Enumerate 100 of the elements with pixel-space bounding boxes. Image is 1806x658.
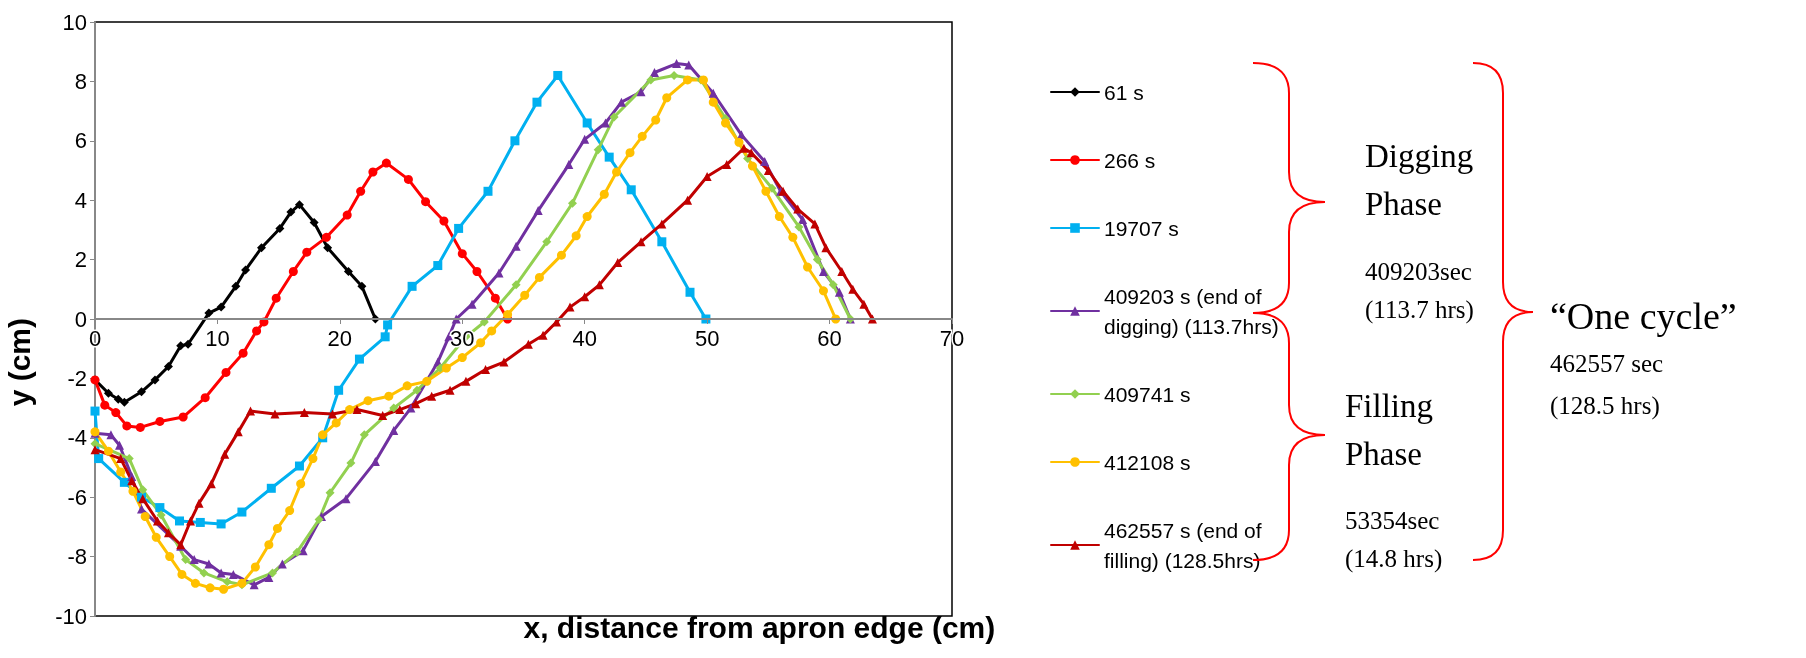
point xyxy=(90,445,100,455)
point xyxy=(439,216,449,226)
point xyxy=(119,397,129,407)
point xyxy=(818,266,828,276)
point xyxy=(794,222,804,232)
point xyxy=(266,483,276,493)
point xyxy=(288,266,298,276)
point xyxy=(342,210,352,220)
point xyxy=(708,88,718,98)
point xyxy=(457,249,467,259)
y-axis-title: y (cm) xyxy=(2,318,36,407)
point xyxy=(383,320,393,330)
point xyxy=(571,231,581,241)
point xyxy=(200,393,210,403)
point xyxy=(767,183,777,193)
point xyxy=(221,367,231,377)
point xyxy=(222,577,232,587)
point xyxy=(177,569,187,579)
point xyxy=(189,555,199,565)
point xyxy=(407,281,417,291)
point xyxy=(534,272,544,282)
point xyxy=(181,555,191,565)
point xyxy=(646,75,656,85)
point xyxy=(271,293,281,303)
point xyxy=(323,243,333,253)
point xyxy=(241,265,251,275)
point xyxy=(818,286,828,296)
point xyxy=(523,339,533,349)
point xyxy=(151,532,161,542)
point xyxy=(483,186,493,196)
point xyxy=(441,363,451,373)
y-tick-label: -8 xyxy=(67,544,87,570)
point xyxy=(90,406,100,416)
point xyxy=(285,506,295,516)
point xyxy=(763,166,773,175)
point xyxy=(533,206,543,216)
point xyxy=(472,266,482,276)
point xyxy=(828,280,838,290)
point xyxy=(481,364,491,374)
point xyxy=(520,290,530,300)
point xyxy=(567,198,577,208)
point xyxy=(292,547,302,557)
point xyxy=(264,540,274,550)
point xyxy=(302,247,312,257)
point xyxy=(334,385,344,395)
point xyxy=(593,145,603,155)
point xyxy=(406,403,416,413)
point xyxy=(636,237,646,247)
y-tick-label: 10 xyxy=(62,9,87,35)
point xyxy=(812,255,822,265)
point xyxy=(237,507,247,517)
point xyxy=(837,266,847,276)
point xyxy=(395,405,405,415)
point xyxy=(384,391,394,401)
point xyxy=(637,131,647,141)
point xyxy=(174,516,184,526)
point xyxy=(389,403,399,413)
point xyxy=(556,250,566,260)
point xyxy=(343,266,353,276)
point xyxy=(565,302,575,312)
point xyxy=(604,152,614,162)
y-tick-label: 6 xyxy=(74,128,87,154)
point xyxy=(378,411,388,421)
point xyxy=(94,454,104,464)
point xyxy=(433,261,443,271)
point xyxy=(580,134,590,144)
point xyxy=(103,446,113,456)
point xyxy=(487,326,497,336)
point xyxy=(848,284,858,294)
point xyxy=(739,143,749,153)
point xyxy=(798,215,808,225)
point xyxy=(257,243,266,253)
point xyxy=(427,391,437,401)
point xyxy=(309,217,319,227)
point xyxy=(662,93,672,103)
point xyxy=(113,394,123,404)
y-tick-label: 4 xyxy=(74,187,87,213)
point xyxy=(250,562,260,572)
point xyxy=(294,200,304,210)
point xyxy=(359,430,369,440)
x-axis-title: x, distance from apron edge (cm) xyxy=(523,610,996,644)
point xyxy=(245,406,255,416)
point xyxy=(204,308,214,318)
y-tick-label: 2 xyxy=(74,247,87,273)
point xyxy=(774,212,784,222)
point xyxy=(669,70,679,80)
point xyxy=(137,387,147,397)
point xyxy=(103,388,113,398)
point xyxy=(331,418,341,428)
point xyxy=(114,440,124,450)
point xyxy=(352,405,362,415)
text: (14.8 hrs) xyxy=(1345,545,1443,574)
point xyxy=(476,338,486,348)
point xyxy=(582,212,592,222)
point xyxy=(165,552,175,562)
y-tick-label: -2 xyxy=(67,365,87,391)
point xyxy=(511,241,521,251)
point xyxy=(510,136,520,146)
point xyxy=(163,528,173,538)
point xyxy=(672,59,682,69)
